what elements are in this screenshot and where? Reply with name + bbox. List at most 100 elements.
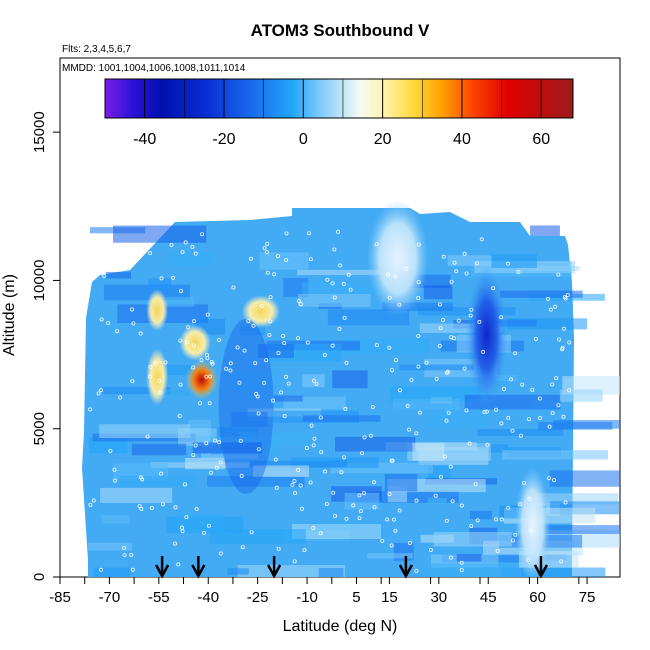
field-strip [332,370,368,389]
observation-point [374,343,379,348]
observation-point [469,524,474,529]
x-tick-label: -55 [148,589,170,606]
observation-point [115,329,120,334]
colorbar-tick-label: 40 [453,131,471,148]
observation-point [322,353,327,358]
observation-point [274,485,279,490]
observation-point [456,318,461,323]
observation-point [292,478,297,483]
observation-point [113,478,118,483]
field-strip [344,492,380,510]
observation-point [339,470,344,475]
observation-point [163,360,168,365]
observation-point [362,435,367,440]
observation-point [284,258,289,263]
x-axis: -85 -70 -55 -40 -25 -10 5 15 30 45 60 75 [49,577,595,606]
observation-point [160,502,165,507]
observation-point [138,331,143,336]
observation-point [237,380,242,385]
y-axis-label: Altitude (m) [1,274,18,356]
observation-point [404,266,409,271]
observation-point [193,443,198,448]
observation-point [131,321,136,326]
chart-title: ATOM3 Southbound V [251,21,430,40]
observation-point [259,304,264,309]
profile-arrow-head [267,564,282,579]
observation-point [306,231,311,236]
observation-point [409,377,414,382]
field-strip [429,409,488,428]
observation-point [424,360,429,365]
x-tick-label: 45 [480,589,497,606]
observation-point [428,547,433,552]
field-strip [491,254,537,268]
observation-point [407,540,412,545]
field-strip [113,225,207,243]
observation-point [210,361,215,366]
observation-point [385,517,390,522]
observation-point [397,302,402,307]
observation-point [200,232,205,237]
observation-point [207,401,212,406]
profile-arrow-head [398,564,413,579]
observation-point [527,417,532,422]
observation-point [330,281,335,286]
field-strip [119,475,196,487]
field-strip [499,290,583,298]
observation-point [330,343,335,348]
observation-point [177,413,182,418]
profile-arrow-head [191,564,206,579]
observation-point [123,254,128,259]
observation-point [464,271,469,276]
field-strip [231,411,268,428]
observation-point [374,242,379,247]
observation-point [341,281,346,286]
observation-point [389,543,394,548]
observation-point [302,548,307,553]
observation-point [191,453,196,458]
field-strip [384,473,418,492]
observation-point [499,421,504,426]
observation-point [139,506,144,511]
observation-point [217,440,222,445]
colorbar-tick-label: 0 [299,131,308,148]
observation-point [518,502,523,507]
observation-point [391,517,396,522]
observation-point [158,390,163,395]
observation-point [372,505,377,510]
observation-point [282,341,287,346]
observation-point [235,345,240,350]
observation-point [556,272,561,277]
field-feature [179,324,211,361]
observation-point [246,319,251,324]
observation-point [286,381,291,386]
observation-point [290,482,295,487]
observation-point [506,505,511,510]
observation-point [199,358,204,363]
observation-point [348,287,353,292]
observation-point [176,562,181,567]
observation-point [448,555,453,560]
observation-point [91,498,96,503]
observation-point [416,296,421,301]
observation-point [506,415,511,420]
y-axis: 0 5000 10000 15000 [31,111,60,581]
observation-point [292,491,297,496]
field-strip [101,515,130,524]
observation-point [561,414,566,419]
observation-point [92,233,97,238]
observation-point [204,441,209,446]
observation-point [333,513,338,518]
observation-point [387,492,392,497]
observation-point [298,302,303,307]
observation-point [522,480,527,485]
observation-point [405,403,410,408]
observation-point [185,340,190,345]
observation-point [473,482,478,487]
observation-point [264,250,269,255]
field-strip [131,443,187,456]
observation-point [171,275,176,280]
field-strip [259,252,309,270]
x-tick-label: -85 [49,589,71,606]
x-tick-label: -40 [197,589,219,606]
